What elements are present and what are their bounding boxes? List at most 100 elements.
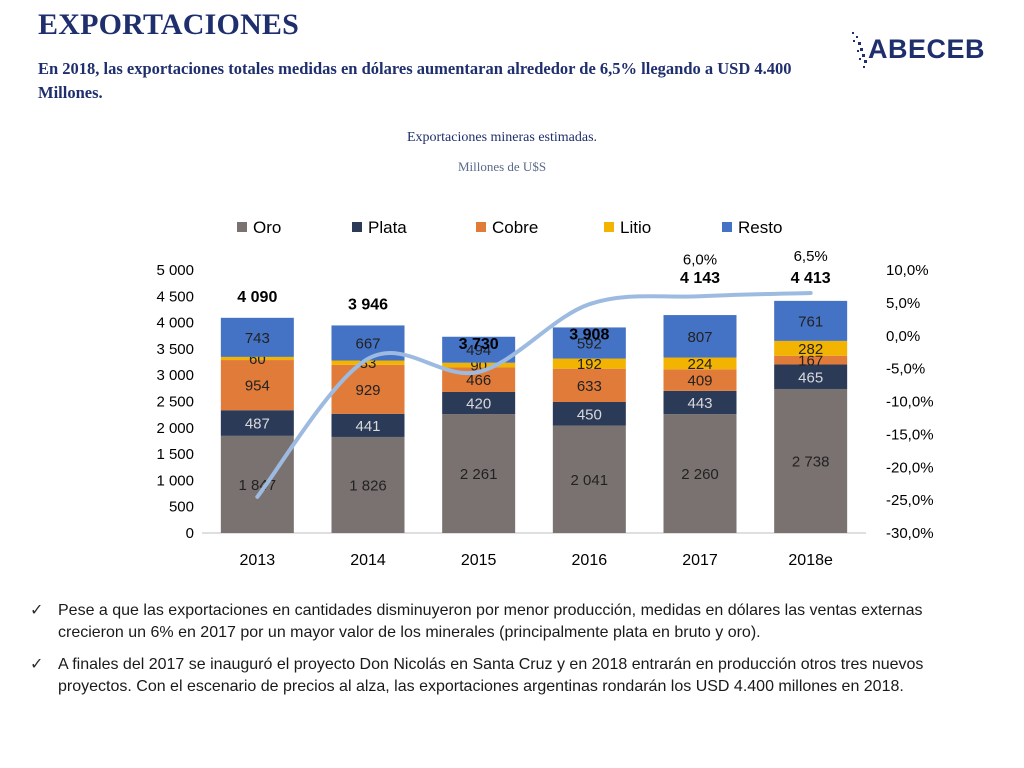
bar-data-label: 167 <box>798 353 823 370</box>
bar-data-label: 465 <box>798 369 823 386</box>
legend-swatch <box>722 222 732 232</box>
bar-segment <box>220 317 294 357</box>
bar-segment <box>552 368 626 402</box>
page-subtitle: En 2018, las exportaciones totales medid… <box>38 59 792 102</box>
x-tick-label: 2016 <box>572 552 608 569</box>
chart-title: Exportaciones mineras estimadas. <box>406 130 598 145</box>
bar-total-label: 3 908 <box>569 326 609 343</box>
bar-data-label: 929 <box>355 382 380 399</box>
bar-segment <box>663 390 737 415</box>
bar-data-label: 667 <box>355 335 380 352</box>
y-left-tick-label: 1 000 <box>156 472 194 489</box>
bar-segment <box>552 327 626 359</box>
bar-segment <box>442 362 516 368</box>
y-right-tick-label: -5,0% <box>886 361 925 378</box>
bar-data-label: 450 <box>577 406 602 423</box>
legend-swatch <box>476 222 486 232</box>
bar-segment <box>220 360 294 411</box>
bar-segment <box>442 336 516 363</box>
x-tick-label: 2015 <box>461 552 497 569</box>
bar-data-label: 592 <box>577 336 602 353</box>
y-left-tick-label: 0 <box>186 525 194 542</box>
chart-subtitle: Millones de U$S <box>457 159 547 174</box>
bar-segment <box>774 388 848 533</box>
bar-data-label: 420 <box>466 396 491 413</box>
bar-segment <box>663 315 737 358</box>
bar-segment <box>442 391 516 415</box>
bar-data-label: 1 826 <box>349 477 387 494</box>
page-title: EXPORTACIONES <box>38 8 300 41</box>
bar-data-label: 954 <box>245 378 270 395</box>
bar-data-label: 441 <box>355 418 380 435</box>
legend-label: Cobre <box>492 218 538 237</box>
legend-swatch <box>237 222 247 232</box>
y-right-tick-label: 5,0% <box>886 295 920 312</box>
legend-label: Resto <box>738 218 782 237</box>
check-icon: ✓ <box>30 656 44 673</box>
legend-label: Litio <box>620 218 651 237</box>
legend-label: Oro <box>253 218 281 237</box>
bar-segment <box>442 414 516 533</box>
x-tick-label: 2013 <box>240 552 276 569</box>
bar-total-label: 3 946 <box>348 296 388 313</box>
bar-data-label: 487 <box>245 416 270 433</box>
bar-segment <box>774 355 848 365</box>
bar-total-label: 4 143 <box>680 270 720 287</box>
bar-data-label: 2 260 <box>681 466 719 483</box>
bar-segment <box>331 436 405 533</box>
logo-text: ABECEB <box>868 34 986 64</box>
legend-swatch <box>352 222 362 232</box>
bar-segment <box>331 364 405 414</box>
y-left-tick-label: 500 <box>169 499 194 516</box>
growth-point-label: 6,5% <box>794 248 828 265</box>
y-left-tick-label: 4 000 <box>156 315 194 332</box>
bar-segment <box>331 413 405 437</box>
bar-total-label: 3 730 <box>459 336 499 353</box>
bar-segment <box>331 360 405 365</box>
y-right-tick-label: -15,0% <box>886 426 934 443</box>
y-left-tick-label: 3 500 <box>156 341 194 358</box>
y-left-tick-label: 3 000 <box>156 367 194 384</box>
abeceb-logo <box>852 32 867 68</box>
bar-data-label: 633 <box>577 378 602 395</box>
growth-line <box>255 291 813 499</box>
bar-data-label: 761 <box>798 313 823 330</box>
x-tick-label: 2017 <box>682 552 718 569</box>
bar-data-label: 494 <box>466 342 491 359</box>
bar-data-label: 743 <box>245 330 270 347</box>
bar-segment <box>552 425 626 533</box>
x-tick-label: 2018e <box>788 552 833 569</box>
y-left-tick-label: 5 000 <box>156 262 194 279</box>
bullet-item: ✓ A finales del 2017 se inauguró el proy… <box>30 654 980 698</box>
y-left-tick-label: 4 500 <box>156 288 194 305</box>
bar-data-label: 192 <box>577 356 602 373</box>
bar-data-label: 224 <box>687 356 712 373</box>
bullet-list: ✓ Pese a que las exportaciones en cantid… <box>30 600 980 708</box>
bar-total-label: 4 413 <box>791 270 831 287</box>
check-icon: ✓ <box>30 602 44 619</box>
bar-segment <box>552 401 626 426</box>
bar-data-label: 2 041 <box>571 472 609 489</box>
bar-data-label: 443 <box>687 395 712 412</box>
bar-data-label: 466 <box>466 372 491 389</box>
x-tick-label: 2014 <box>350 552 386 569</box>
bar-segment <box>774 340 848 356</box>
bar-segment <box>663 369 737 391</box>
legend-label: Plata <box>368 218 407 237</box>
bar-total-label: 4 090 <box>237 289 277 306</box>
y-right-tick-label: -25,0% <box>886 492 934 509</box>
bar-data-label: 409 <box>687 373 712 390</box>
bullet-text: A finales del 2017 se inauguró el proyec… <box>58 656 924 695</box>
bar-data-label: 807 <box>687 329 712 346</box>
bar-data-label: 2 261 <box>460 466 498 483</box>
bar-segment <box>663 357 737 370</box>
bar-data-label: 2 738 <box>792 453 830 470</box>
stacked-bar-chart: 0 500 1 000 1 500 2 000 2 500 3 000 3 500 4 000 4… <box>156 218 934 569</box>
bar-segment <box>552 358 626 369</box>
y-right-tick-label: 0,0% <box>886 328 920 345</box>
bar-segment <box>220 410 294 436</box>
y-right-tick-label: -10,0% <box>886 394 934 411</box>
bar-segment <box>663 414 737 533</box>
y-left-tick-label: 2 500 <box>156 394 194 411</box>
y-left-tick-label: 1 500 <box>156 446 194 463</box>
